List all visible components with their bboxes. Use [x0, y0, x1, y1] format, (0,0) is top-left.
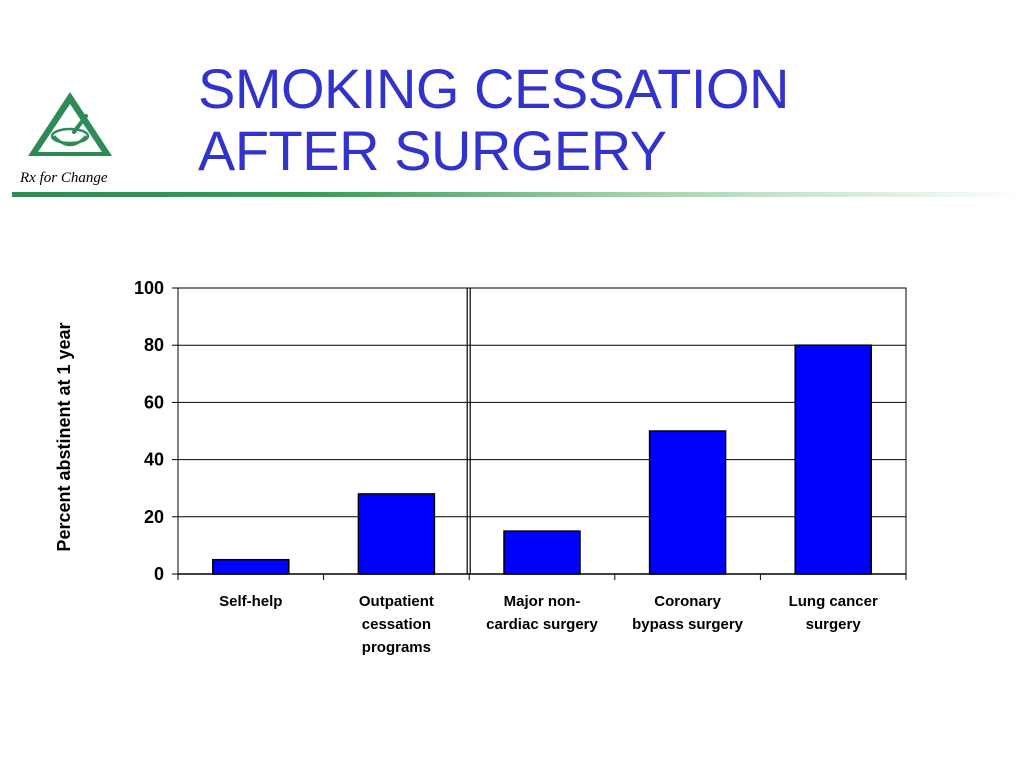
y-tick-label: 40 [144, 450, 164, 470]
bar [357, 493, 436, 575]
mortar-icon [50, 127, 90, 145]
x-category-label: Self-help [181, 590, 321, 613]
x-category-label-line: Self-help [219, 593, 283, 610]
bar [212, 558, 290, 575]
x-category-label-line: cessation [361, 616, 431, 633]
x-category-label: Coronary bypass surgery [618, 590, 758, 636]
y-tick-label: 20 [144, 507, 164, 527]
logo-text: Rx for Change [19, 170, 108, 186]
y-tick-label: 80 [144, 335, 164, 355]
x-category-label: Lung cancer surgery [763, 590, 903, 636]
x-category-label-line: Major non- [503, 593, 581, 610]
bar [648, 430, 727, 575]
y-tick-label: 100 [134, 278, 164, 298]
title-divider [12, 192, 1024, 197]
x-category-label-line: Outpatient [358, 593, 434, 610]
title-line-1: SMOKING CESSATION [198, 57, 789, 120]
bar [794, 344, 872, 575]
y-tick-label: 60 [144, 392, 164, 412]
x-category-label-line: Coronary [654, 593, 721, 610]
y-tick-label: 0 [154, 564, 164, 584]
bar [503, 530, 581, 575]
plot-area [177, 287, 907, 575]
x-category-label-line: bypass surgery [632, 616, 744, 633]
x-category-label: Major non-cardiac surgery [472, 590, 612, 636]
title-line-2: AFTER SURGERY [198, 119, 667, 182]
x-category-label-line: Lung cancer [788, 593, 878, 610]
pestle-icon [72, 114, 88, 134]
x-category-label-line: surgery [805, 616, 861, 633]
x-category-label-line: programs [361, 639, 431, 656]
page-title: SMOKING CESSATION AFTER SURGERY [198, 58, 789, 182]
mortar-bowl [53, 135, 87, 147]
x-category-label: Outpatient cessation programs [326, 590, 466, 659]
y-axis-label: Percent abstinent at 1 year [54, 322, 74, 552]
rx-for-change-logo: Rx for Change [19, 92, 112, 186]
x-category-label-line: cardiac surgery [486, 616, 598, 633]
